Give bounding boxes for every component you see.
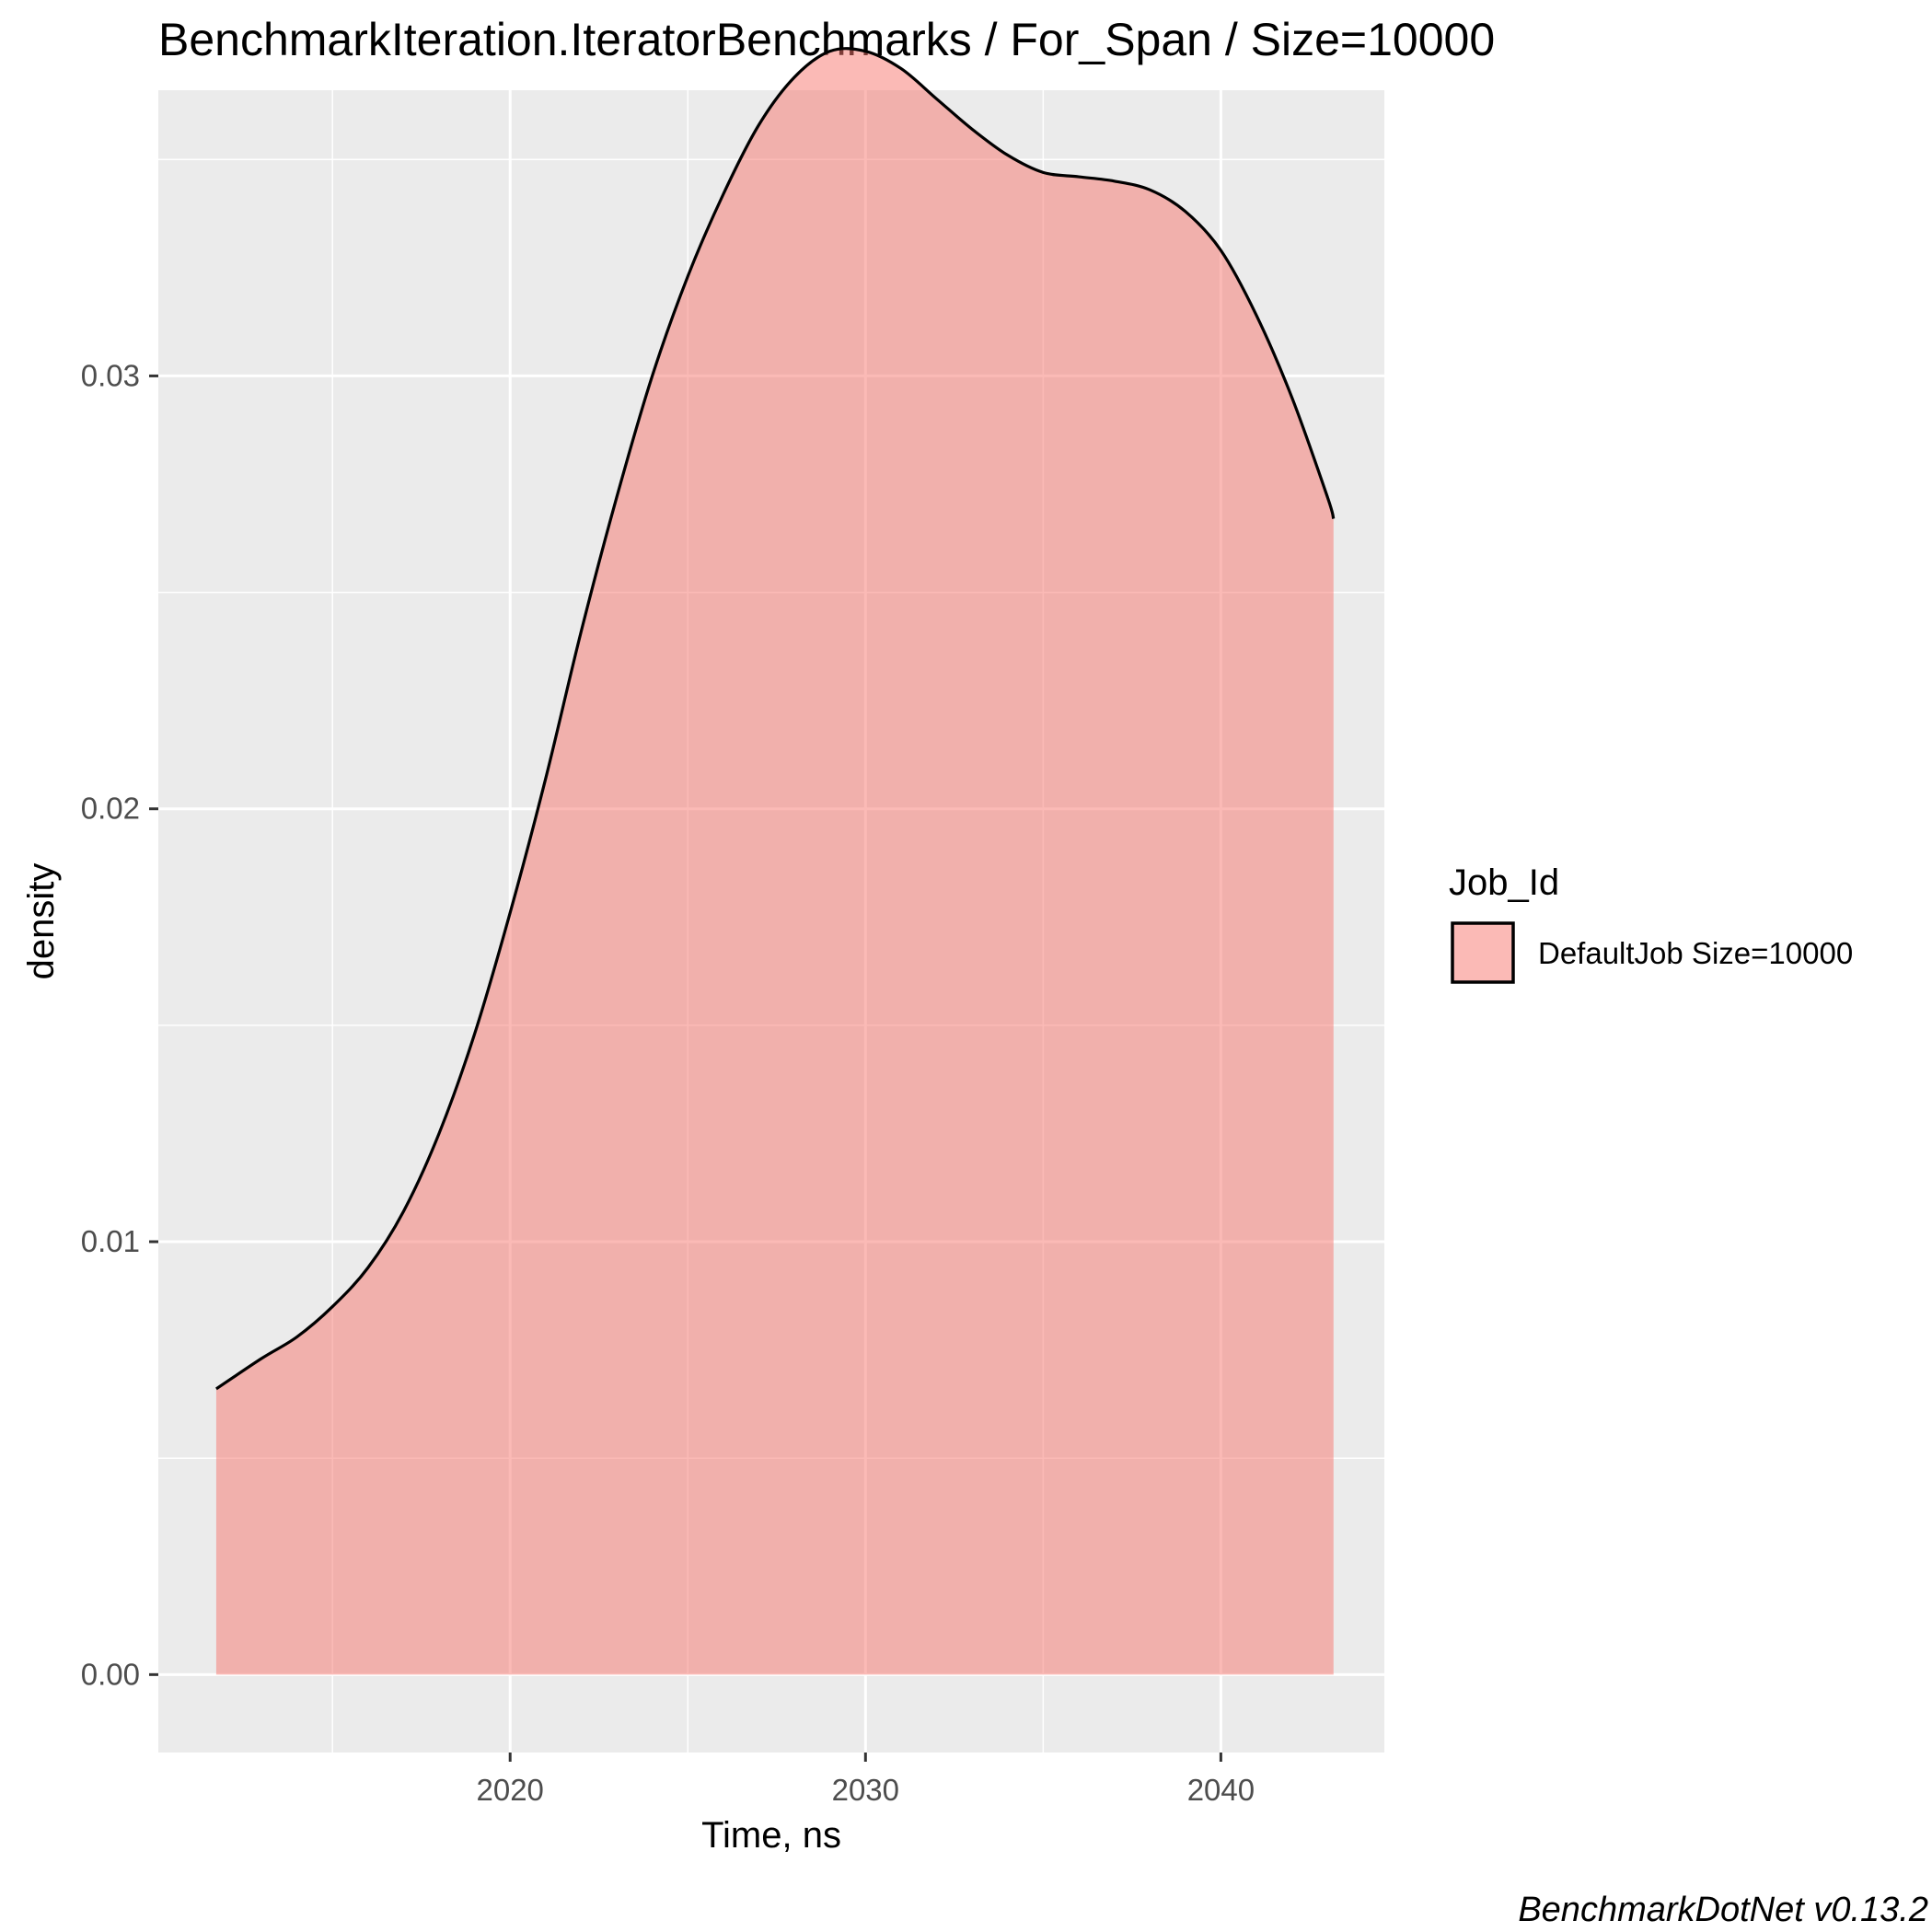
y-tick-label: 0.01 <box>81 1224 140 1258</box>
y-tick-label: 0.02 <box>81 792 140 826</box>
legend: Job_Id DefaultJob Size=10000 <box>1449 862 1853 984</box>
y-tick-label: 0.00 <box>81 1657 140 1691</box>
axis-ticks <box>149 374 1222 1762</box>
density-area <box>215 48 1334 1675</box>
y-tick-label: 0.03 <box>81 358 140 392</box>
legend-key-swatch <box>1451 921 1515 984</box>
legend-item-label: DefaultJob Size=10000 <box>1538 936 1853 970</box>
x-axis-title: Time, ns <box>701 1815 841 1856</box>
legend-title: Job_Id <box>1449 862 1559 903</box>
x-tick-label: 2020 <box>477 1773 544 1807</box>
density-outline <box>215 47 1336 1391</box>
x-tick-label: 2030 <box>832 1773 899 1807</box>
x-tick-labels: 2020 2030 2040 <box>477 1773 1255 1807</box>
y-axis-title: density <box>21 863 62 980</box>
x-tick-label: 2040 <box>1187 1773 1255 1807</box>
caption: BenchmarkDotNet v0.13.2 <box>1518 1891 1928 1929</box>
density-layer <box>215 47 1336 1675</box>
y-tick-labels: 0.00 0.01 0.02 0.03 <box>81 358 140 1691</box>
